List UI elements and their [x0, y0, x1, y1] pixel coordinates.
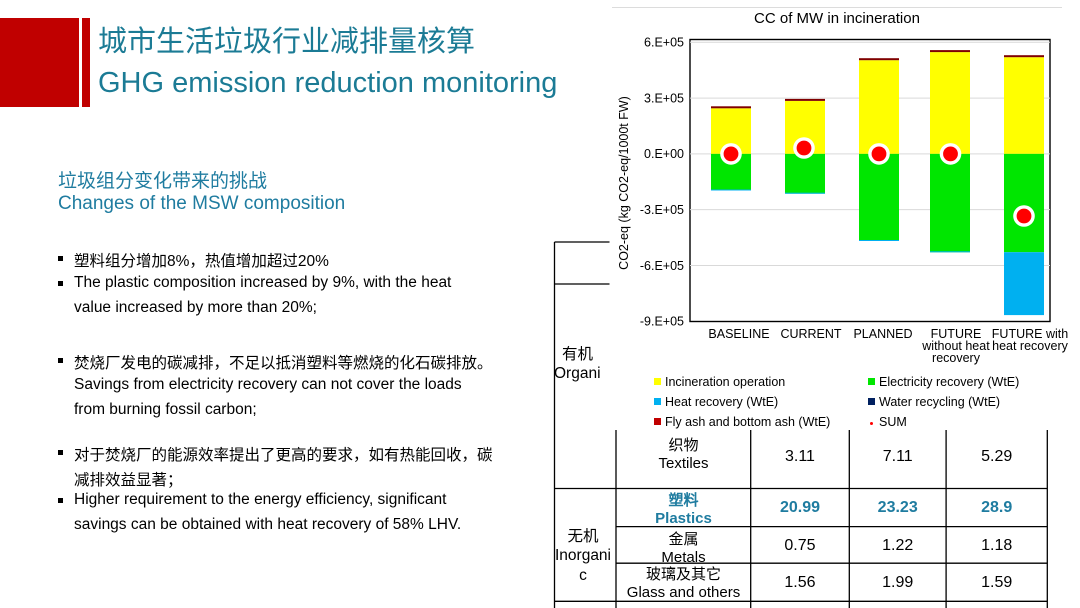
svg-text:CC of MW in incineration: CC of MW in incineration [754, 10, 920, 27]
svg-text:6.E+05: 6.E+05 [644, 36, 684, 50]
svg-text:heat recovery: heat recovery [992, 339, 1068, 353]
svg-text:recovery: recovery [932, 351, 981, 365]
svg-text:-9.E+05: -9.E+05 [640, 315, 684, 329]
svg-text:3.E+05: 3.E+05 [644, 91, 684, 105]
svg-text:0.E+00: 0.E+00 [644, 147, 684, 161]
svg-text:-6.E+05: -6.E+05 [640, 259, 684, 273]
svg-text:CURRENT: CURRENT [780, 327, 841, 341]
svg-text:BASELINE: BASELINE [708, 327, 769, 341]
svg-text:CO2-eq (kg CO2-eq/1000t FW): CO2-eq (kg CO2-eq/1000t FW) [617, 96, 631, 270]
svg-text:-3.E+05: -3.E+05 [640, 203, 684, 217]
svg-text:PLANNED: PLANNED [853, 327, 912, 341]
